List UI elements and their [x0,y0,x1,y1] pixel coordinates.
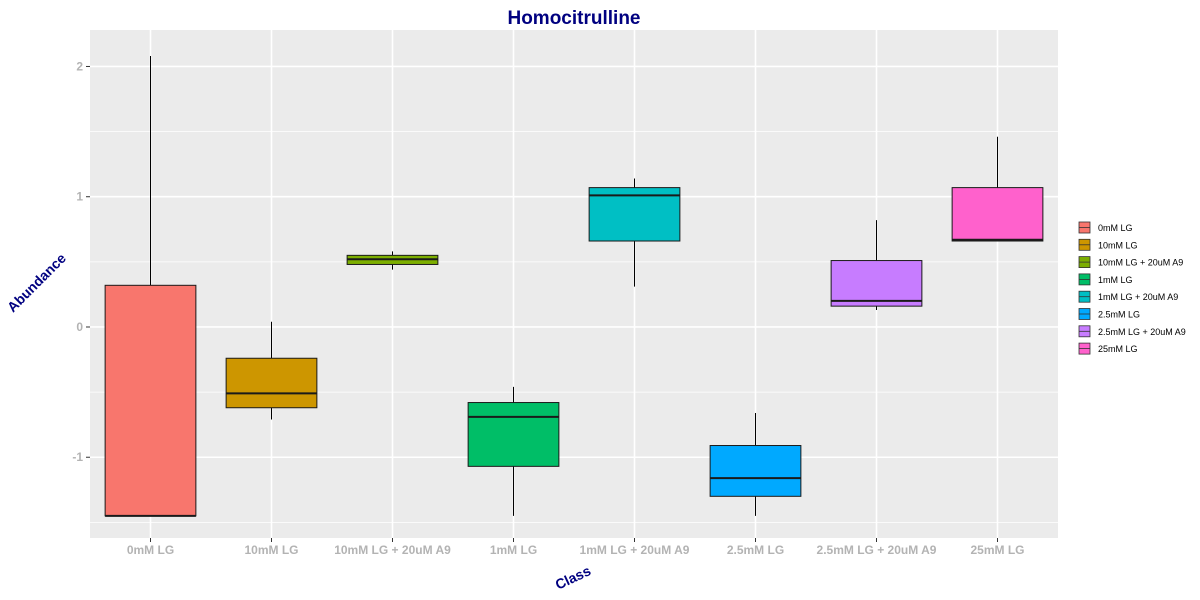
legend-label: 1mM LG [1098,275,1133,285]
x-tick-label: 1mM LG [490,543,537,557]
x-tick-label: 1mM LG + 20uM A9 [580,543,690,557]
legend-item: 25mM LG [1078,342,1138,355]
box-group [225,321,318,420]
y-tick-label: 0 [76,320,83,334]
box [225,357,318,409]
box [830,260,923,307]
y-axis-ticks: -1 0 1 2 [72,59,90,464]
legend: 0mM LG 10mM LG 10mM LG + 20uM A9 1mM LG 1mM … [1078,221,1186,355]
legend-label: 25mM LG [1098,344,1138,354]
legend-label: 2.5mM LG + 20uM A9 [1098,327,1186,337]
x-tick-label: 10mM LG + 20uM A9 [334,543,451,557]
box [951,187,1044,242]
legend-item: 10mM LG + 20uM A9 [1078,256,1183,269]
legend-item: 2.5mM LG [1078,308,1140,320]
boxes [104,56,1044,517]
x-tick-label: 25mM LG [970,543,1024,557]
x-axis-ticks: 0mM LG 10mM LG 10mM LG + 20uM A9 1mM LG 1mM … [127,538,1025,557]
box-group [951,136,1044,242]
legend-label: 0mM LG [1098,223,1133,233]
legend-item: 0mM LG [1078,221,1133,234]
x-tick-label: 10mM LG [244,543,298,557]
box [709,445,802,497]
box-group [467,386,560,516]
box-group [588,178,681,287]
y-tick-label: 1 [76,190,83,204]
legend-item: 1mM LG [1078,273,1133,286]
x-tick-label: 0mM LG [127,543,174,557]
legend-label: 10mM LG + 20uM A9 [1098,258,1183,268]
box-group [709,412,802,516]
box-group [830,220,923,311]
chart-title: Homocitrulline [507,8,640,29]
legend-label: 1mM LG + 20uM A9 [1098,292,1178,302]
box-group [346,251,439,270]
x-tick-label: 2.5mM LG [727,543,784,557]
box [588,187,681,242]
legend-label: 10mM LG [1098,240,1138,250]
legend-item: 2.5mM LG + 20uM A9 [1078,325,1186,338]
y-axis-title: Abundance [4,250,69,315]
x-axis-title: Class [553,562,594,592]
legend-item: 10mM LG [1078,238,1138,251]
box [104,284,197,517]
legend-item: 1mM LG + 20uM A9 [1078,290,1178,303]
y-tick-label: 2 [76,59,83,73]
x-tick-label: 2.5mM LG + 20uM A9 [817,543,937,557]
y-tick-label: -1 [72,450,83,464]
box-group [104,56,197,517]
legend-label: 2.5mM LG [1098,310,1140,320]
box [467,402,560,467]
